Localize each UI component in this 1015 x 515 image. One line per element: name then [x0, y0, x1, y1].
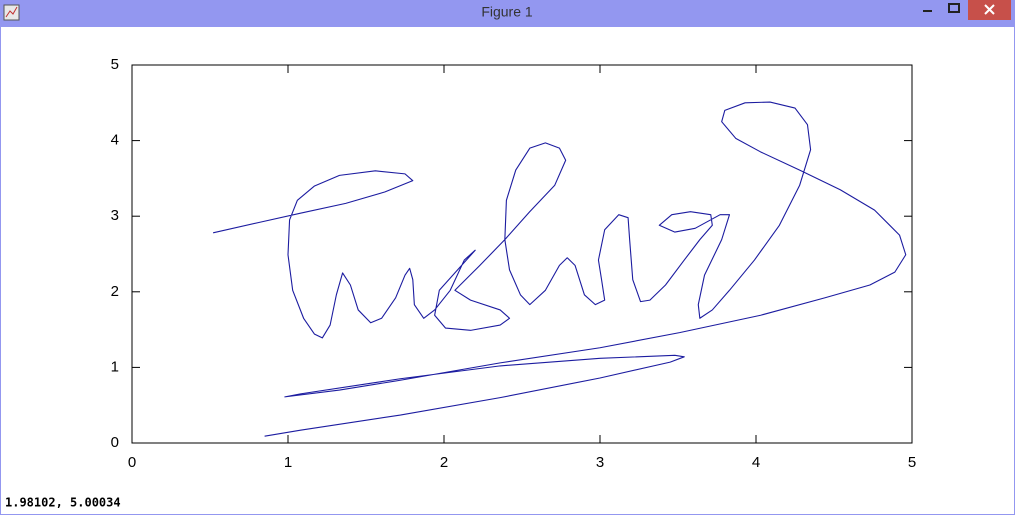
maximize-button[interactable]	[942, 0, 968, 20]
signature-line	[212, 101, 907, 437]
title-bar	[0, 0, 1015, 27]
status-coordinates: 1.98102, 5.00034	[5, 496, 121, 510]
minimize-button[interactable]	[916, 0, 942, 20]
app-icon	[3, 4, 20, 21]
y-tick-label: 2	[111, 283, 119, 300]
y-tick-label: 1	[111, 358, 119, 375]
y-tick-label: 3	[111, 207, 119, 224]
y-tick-label: 4	[111, 132, 119, 149]
x-tick-label: 5	[908, 454, 916, 471]
close-button[interactable]	[968, 0, 1011, 20]
window-title: Figure 1	[481, 4, 533, 20]
x-tick-label: 2	[440, 454, 448, 471]
x-tick-label: 4	[752, 454, 760, 471]
x-tick-label: 3	[596, 454, 604, 471]
y-tick-label: 5	[111, 56, 119, 73]
plot-frame	[131, 64, 913, 444]
x-tick-label: 0	[128, 454, 136, 471]
y-tick-label: 0	[111, 434, 119, 451]
x-tick-label: 1	[284, 454, 292, 471]
